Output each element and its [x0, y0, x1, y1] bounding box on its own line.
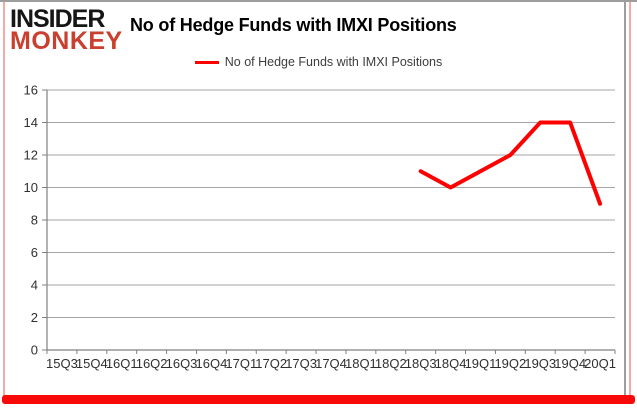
x-tick-label: 18Q3	[405, 356, 437, 371]
x-tick-label: 19Q2	[494, 356, 526, 371]
frame-border-right	[629, 2, 631, 396]
logo-text-monkey: MONKEY	[10, 27, 123, 55]
x-tick-label: 17Q2	[255, 356, 287, 371]
y-tick-label: 0	[31, 343, 38, 358]
frame-border-top	[0, 0, 637, 2]
x-tick-label: 15Q3	[46, 356, 78, 371]
y-tick-label: 8	[31, 213, 38, 228]
x-tick-label: 18Q2	[375, 356, 407, 371]
x-tick-label: 16Q3	[166, 356, 198, 371]
chart-border-right	[624, 2, 626, 396]
x-tick-label: 16Q1	[106, 356, 138, 371]
x-tick-label: 16Q2	[136, 356, 168, 371]
y-tick-label: 2	[31, 310, 38, 325]
insider-monkey-logo[interactable]: INSIDER MONKEY	[10, 5, 128, 55]
line-chart: 024681012141615Q315Q416Q116Q216Q316Q417Q…	[24, 83, 616, 372]
logo-text-insider: INSIDER	[10, 5, 105, 33]
y-tick-label: 4	[31, 278, 38, 293]
x-tick-label: 17Q3	[285, 356, 317, 371]
legend: No of Hedge Funds with IMXI Positions	[0, 55, 637, 69]
y-tick-label: 14	[24, 115, 38, 130]
chart-title: No of Hedge Funds with IMXI Positions	[130, 15, 457, 35]
x-tick-label: 19Q3	[524, 356, 556, 371]
legend-line-swatch	[194, 60, 219, 64]
x-tick-label: 19Q1	[465, 356, 497, 371]
x-tick-label: 15Q4	[76, 356, 108, 371]
y-tick-label: 12	[24, 148, 38, 163]
x-tick-label: 18Q4	[435, 356, 467, 371]
x-tick-label: 17Q1	[225, 356, 257, 371]
brand-accent-bar	[2, 395, 635, 404]
x-tick-label: 19Q4	[554, 356, 586, 371]
data-series-line	[418, 120, 603, 206]
x-tick-label: 20Q1	[584, 356, 616, 371]
frame-border-left	[3, 2, 5, 396]
x-tick-label: 17Q4	[315, 356, 347, 371]
y-tick-label: 10	[24, 180, 38, 195]
y-tick-label: 6	[31, 245, 38, 260]
legend-label: No of Hedge Funds with IMXI Positions	[224, 55, 443, 69]
y-tick-label: 16	[24, 83, 38, 98]
x-tick-label: 16Q4	[196, 356, 228, 371]
x-tick-label: 18Q1	[345, 356, 377, 371]
